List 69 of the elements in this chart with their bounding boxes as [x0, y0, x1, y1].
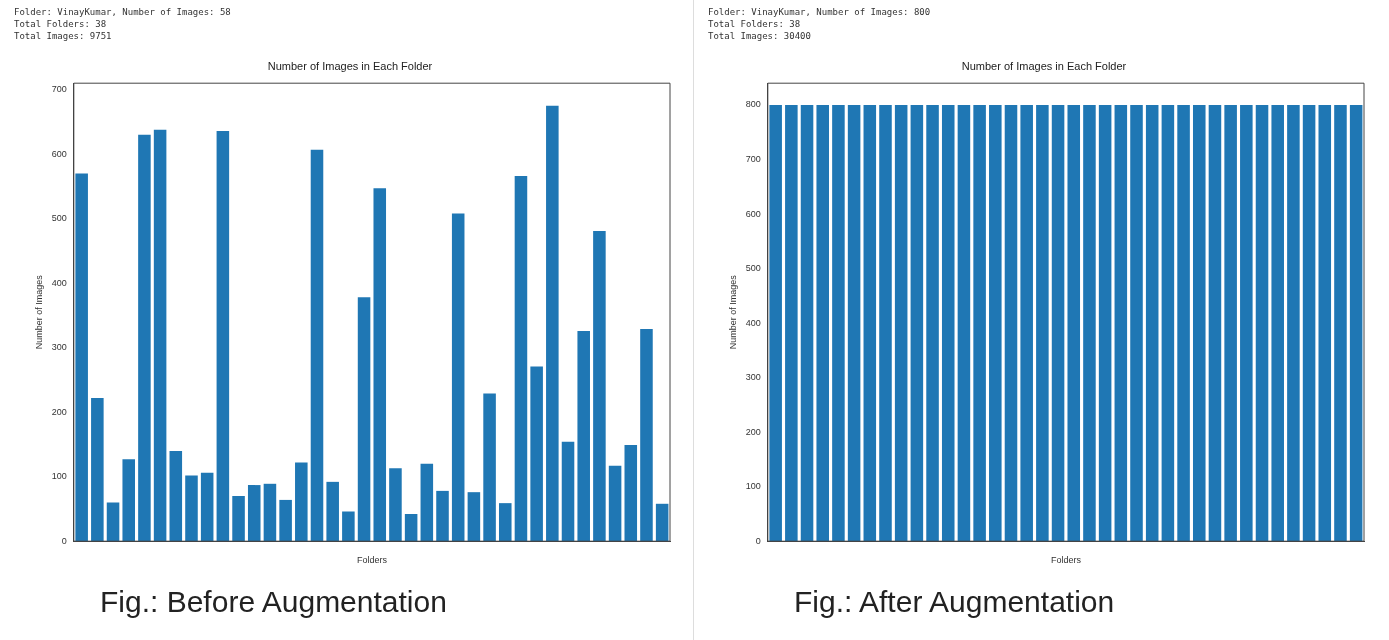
y-tick-label: 100 — [51, 471, 67, 482]
bar — [389, 468, 402, 542]
y-tick-label: 700 — [51, 84, 67, 95]
y-axis-title: Number of Images — [33, 274, 44, 350]
y-axis-title: Number of Images — [727, 274, 738, 350]
y-tick-label: 300 — [745, 372, 761, 383]
bar — [577, 330, 590, 542]
bar — [561, 441, 575, 542]
bar — [232, 496, 245, 542]
y-tick-label: 0 — [755, 535, 761, 546]
y-tick-label: 200 — [51, 406, 67, 417]
text: Total Folders: 38 — [708, 18, 802, 30]
bar — [640, 328, 653, 542]
y-tick-label: 100 — [745, 481, 761, 492]
bar — [106, 502, 120, 542]
bar — [153, 129, 167, 542]
bar — [357, 297, 371, 542]
y-tick-label: 200 — [745, 426, 761, 437]
bar — [498, 503, 512, 542]
bar — [624, 445, 638, 542]
x-axis-title: Folders — [356, 555, 388, 566]
y-tick-label: 0 — [61, 535, 67, 546]
bar — [436, 490, 449, 542]
bar — [593, 230, 606, 542]
bar — [483, 393, 496, 542]
bar — [655, 503, 669, 542]
y-tick-label: 600 — [745, 208, 761, 219]
text: Total Folders: 38 — [14, 18, 108, 30]
bar — [295, 462, 308, 542]
bar — [546, 105, 559, 542]
bar — [420, 463, 434, 542]
bar — [530, 366, 543, 542]
bar — [185, 475, 198, 542]
text: Total Images: 30400 — [708, 30, 812, 42]
text: Fig.: After Augmentation — [794, 585, 1115, 619]
text: Folder: VinayKumar, Number of Images: 800 — [708, 6, 931, 18]
y-tick-label: 500 — [745, 263, 761, 274]
bar — [373, 188, 387, 542]
bar — [138, 134, 151, 542]
bar — [467, 492, 481, 542]
bar — [279, 499, 292, 542]
text: Fig.: Before Augmentation — [100, 585, 447, 619]
bar — [247, 485, 261, 542]
bar — [608, 465, 622, 542]
bar — [75, 173, 88, 542]
bar — [263, 483, 277, 542]
bar — [514, 176, 528, 542]
bar — [169, 450, 183, 542]
bar — [404, 514, 418, 542]
y-tick-label: 600 — [51, 148, 67, 159]
bar — [451, 213, 465, 542]
x-axis-title: Folders — [1050, 555, 1082, 566]
bar — [342, 511, 355, 542]
y-tick-label: 300 — [51, 342, 67, 353]
bar — [122, 459, 135, 542]
text: Total Images: 9751 — [14, 30, 113, 42]
y-tick-label: 400 — [745, 317, 761, 328]
bar — [310, 149, 324, 542]
y-tick-label: 500 — [51, 213, 67, 224]
y-tick-label: 800 — [745, 99, 761, 110]
bar — [200, 472, 214, 542]
bar — [91, 397, 104, 542]
text: Folder: VinayKumar, Number of Images: 58 — [14, 6, 231, 18]
chart-title: Number of Images in Each Folder — [267, 59, 433, 72]
bar — [326, 481, 339, 542]
y-tick-label: 700 — [745, 154, 761, 165]
y-tick-label: 400 — [51, 277, 67, 288]
bar — [216, 130, 230, 542]
chart-title: Number of Images in Each Folder — [961, 59, 1127, 72]
